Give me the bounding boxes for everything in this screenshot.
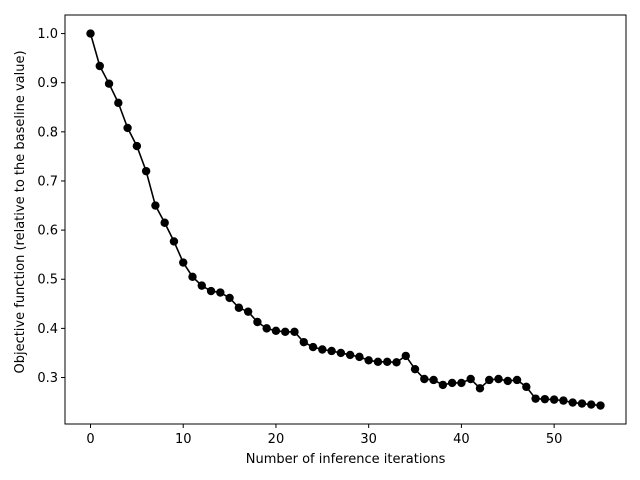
data-point — [281, 327, 290, 337]
data-point — [123, 123, 132, 133]
plot-area — [64, 14, 627, 425]
x-tick-label: 50 — [546, 432, 563, 447]
data-point — [447, 378, 457, 388]
data-point — [494, 374, 503, 384]
x-tick-label: 40 — [453, 432, 470, 447]
data-point — [392, 358, 401, 367]
x-axis: 0 10 20 30 40 50 — [86, 424, 562, 447]
y-axis-title: Objective function (relative to the base… — [13, 50, 28, 373]
data-point — [234, 303, 244, 312]
y-tick-label: 0.3 — [37, 371, 58, 386]
data-point — [160, 218, 169, 227]
data-point — [336, 348, 346, 358]
data-point — [95, 61, 104, 71]
data-point — [271, 326, 281, 336]
data-point — [132, 141, 142, 151]
data-point — [104, 79, 114, 88]
data-point — [253, 317, 262, 327]
data-point — [577, 399, 587, 408]
y-tick-label: 0.9 — [37, 76, 58, 91]
data-point — [299, 337, 308, 347]
data-point — [540, 394, 550, 404]
data-point — [373, 357, 383, 366]
plot-frame — [64, 14, 627, 425]
data-point — [318, 345, 327, 354]
data-point — [383, 357, 392, 366]
data-point — [485, 375, 494, 385]
data-point — [141, 166, 151, 176]
data-point — [559, 396, 568, 405]
data-point — [364, 356, 373, 365]
data-point — [438, 380, 448, 390]
data-point — [420, 374, 429, 384]
data-point — [587, 400, 596, 409]
data-point — [512, 375, 522, 385]
data-point — [522, 382, 531, 392]
data-point — [197, 281, 206, 290]
y-tick-label: 0.5 — [37, 273, 58, 288]
data-point — [410, 364, 420, 374]
data-point — [466, 374, 475, 384]
data-point — [216, 288, 225, 297]
data-point — [457, 378, 466, 388]
y-tick-label: 0.4 — [37, 322, 58, 337]
y-tick-label: 1.0 — [37, 27, 58, 42]
data-point — [549, 395, 559, 404]
x-tick-label: 10 — [175, 432, 192, 447]
data-point — [401, 351, 410, 361]
data-point — [475, 384, 485, 393]
x-tick-label: 0 — [86, 432, 94, 447]
data-point — [429, 375, 438, 385]
data-point — [568, 398, 577, 407]
data-point — [225, 293, 234, 303]
data-point — [179, 258, 188, 267]
data-point — [86, 29, 95, 38]
data-point — [262, 324, 271, 333]
data-point — [169, 237, 179, 246]
data-point — [151, 201, 160, 210]
data-point — [308, 342, 318, 352]
data-point — [355, 352, 364, 362]
y-axis: 0.3 0.4 0.5 0.6 0.7 0.8 0.9 1.0 — [37, 27, 65, 386]
data-point — [531, 394, 540, 403]
data-point — [596, 401, 605, 410]
y-tick-label: 0.7 — [37, 174, 58, 189]
x-tick-label: 20 — [268, 432, 285, 447]
data-point — [206, 286, 216, 296]
data-point — [290, 327, 299, 337]
data-point — [345, 350, 355, 360]
y-tick-label: 0.6 — [37, 224, 58, 239]
data-point — [243, 307, 253, 316]
x-tick-label: 30 — [360, 432, 377, 447]
x-axis-title: Number of inference iterations — [246, 452, 446, 467]
data-point — [188, 272, 197, 281]
y-tick-label: 0.8 — [37, 125, 58, 140]
data-point — [327, 346, 336, 356]
data-point — [114, 98, 123, 108]
data-point — [503, 376, 512, 386]
